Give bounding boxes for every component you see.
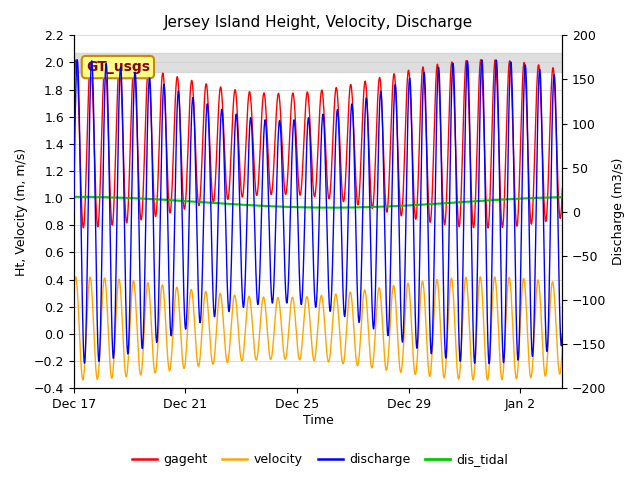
gageht bbox=[278, 149, 286, 155]
gageht bbox=[559, 186, 566, 192]
discharge bbox=[70, 209, 77, 215]
Text: GT_usgs: GT_usgs bbox=[86, 60, 150, 74]
Line: velocity: velocity bbox=[74, 277, 563, 380]
gageht bbox=[257, 123, 265, 129]
dis_tidal bbox=[559, 194, 566, 200]
Y-axis label: Discharge (m3/s): Discharge (m3/s) bbox=[612, 158, 625, 265]
velocity bbox=[549, 280, 557, 286]
dis_tidal bbox=[497, 197, 504, 203]
gageht bbox=[497, 195, 504, 201]
dis_tidal bbox=[278, 204, 286, 210]
velocity bbox=[125, 332, 133, 337]
velocity bbox=[72, 274, 79, 280]
dis_tidal bbox=[154, 196, 162, 202]
Legend: gageht, velocity, discharge, dis_tidal: gageht, velocity, discharge, dis_tidal bbox=[127, 448, 513, 471]
velocity bbox=[484, 377, 492, 383]
velocity bbox=[155, 329, 163, 335]
Line: dis_tidal: dis_tidal bbox=[74, 197, 563, 208]
dis_tidal bbox=[328, 205, 335, 211]
discharge bbox=[155, 301, 163, 307]
gageht bbox=[125, 167, 133, 172]
Bar bbox=[74, 53, 563, 72]
discharge bbox=[125, 313, 133, 319]
velocity bbox=[70, 292, 77, 298]
dis_tidal bbox=[125, 195, 133, 201]
velocity bbox=[278, 336, 286, 342]
discharge bbox=[278, 178, 286, 183]
discharge bbox=[74, 57, 81, 63]
Y-axis label: Ht, Velocity (m, m/s): Ht, Velocity (m, m/s) bbox=[15, 148, 28, 276]
Line: gageht: gageht bbox=[74, 60, 563, 228]
X-axis label: Time: Time bbox=[303, 414, 333, 427]
Title: Jersey Island Height, Velocity, Discharge: Jersey Island Height, Velocity, Discharg… bbox=[163, 15, 472, 30]
Line: discharge: discharge bbox=[74, 60, 563, 364]
gageht bbox=[549, 65, 557, 71]
discharge bbox=[257, 221, 265, 227]
gageht bbox=[72, 57, 80, 63]
gageht bbox=[155, 161, 163, 167]
discharge bbox=[549, 87, 557, 93]
velocity bbox=[559, 346, 566, 351]
discharge bbox=[497, 239, 504, 244]
dis_tidal bbox=[257, 203, 265, 209]
velocity bbox=[257, 309, 265, 314]
gageht bbox=[484, 225, 492, 231]
discharge bbox=[485, 361, 493, 367]
velocity bbox=[497, 366, 504, 372]
dis_tidal bbox=[549, 194, 557, 200]
gageht bbox=[70, 101, 77, 107]
discharge bbox=[559, 331, 566, 337]
dis_tidal bbox=[70, 194, 77, 200]
